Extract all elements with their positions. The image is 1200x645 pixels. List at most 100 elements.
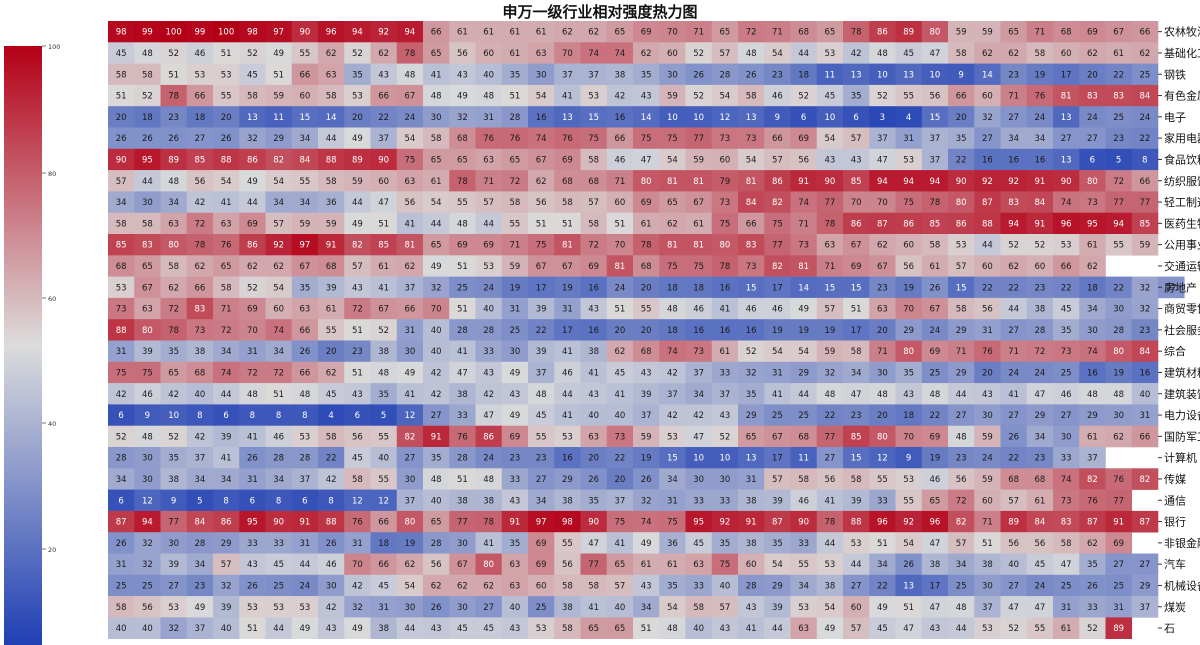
cell-value-label: 51 <box>614 305 625 315</box>
cell-value-label: 6 <box>118 411 123 421</box>
cell-value-label: 58 <box>562 581 573 591</box>
heatmap-cell <box>659 191 686 213</box>
cell-value-label: 41 <box>431 70 442 80</box>
heatmap-cell <box>134 212 161 235</box>
cell-value-label: 68 <box>798 28 809 38</box>
cell-value-label: 24 <box>1008 368 1019 378</box>
cell-value-label: 19 <box>929 454 940 464</box>
cell-value-label: 39 <box>851 496 862 506</box>
heatmap-cell <box>738 404 765 426</box>
heatmap-cell <box>580 234 608 256</box>
heatmap-cell <box>134 553 161 576</box>
heatmap-cell <box>738 234 765 256</box>
heatmap-cell <box>239 383 266 405</box>
cell-value-label: 25 <box>798 411 809 421</box>
cell-value-label: 30 <box>1061 432 1072 442</box>
cell-value-label: 27 <box>1113 560 1124 570</box>
cell-value-label: 59 <box>299 219 310 229</box>
heatmap-cell <box>1079 297 1106 320</box>
heatmap-cell <box>738 468 765 490</box>
cell-value-label: 47 <box>903 624 914 634</box>
cell-value-label: 13 <box>1061 113 1072 123</box>
heatmap-cell <box>843 212 870 235</box>
heatmap-cell <box>606 127 634 150</box>
heatmap-cell <box>580 255 608 277</box>
cell-value-label: 62 <box>168 283 179 293</box>
heatmap-cell <box>711 489 739 512</box>
cell-value-label: 70 <box>903 305 914 315</box>
cell-value-label: 29 <box>221 539 232 549</box>
heatmap-cell <box>580 340 608 363</box>
heatmap-cell <box>948 468 975 490</box>
cell-value-label: 26 <box>168 134 179 144</box>
cell-value-label: 83 <box>1008 198 1019 208</box>
heatmap-cell <box>1131 340 1159 363</box>
cell-value-label: 31 <box>299 539 310 549</box>
cell-value-label: 31 <box>1139 411 1150 421</box>
heatmap-cell <box>711 127 739 150</box>
heatmap-cell <box>580 106 608 128</box>
heatmap-cell <box>186 106 214 128</box>
heatmap-cell <box>1105 21 1133 43</box>
cell-value-label: 52 <box>719 432 730 442</box>
cell-value-label: 87 <box>982 198 993 208</box>
heatmap-cell <box>764 127 791 150</box>
cell-value-label: 54 <box>903 539 914 549</box>
cell-value-label: 34 <box>641 603 652 613</box>
heatmap-cell <box>685 574 713 597</box>
cell-value-label: 35 <box>903 368 914 378</box>
cell-value-label: 17 <box>772 283 783 293</box>
cell-value-label: 6 <box>250 496 255 506</box>
heatmap-cell <box>554 425 581 448</box>
cell-value-label: 70 <box>877 198 888 208</box>
heatmap-cell <box>790 553 818 576</box>
heatmap-cell <box>1000 596 1028 618</box>
cell-value-label: 78 <box>929 198 940 208</box>
cell-value-label: 97 <box>273 28 284 38</box>
cell-value-label: 72 <box>194 219 205 229</box>
cell-value-label: 61 <box>431 177 442 187</box>
heatmap-cell <box>501 319 529 341</box>
cell-value-label: 78 <box>168 92 179 102</box>
cell-value-label: 31 <box>404 326 415 336</box>
heatmap-cell <box>186 42 214 64</box>
cell-value-label: 75 <box>641 134 652 144</box>
cell-value-label: 51 <box>352 326 363 336</box>
cell-value-label: 27 <box>1139 560 1150 570</box>
heatmap-cell <box>659 234 686 256</box>
cell-value-label: 52 <box>1008 241 1019 251</box>
cell-value-label: 89 <box>168 155 179 165</box>
cell-value-label: 36 <box>326 198 337 208</box>
heatmap-cell <box>291 63 319 86</box>
cell-value-label: 23 <box>877 283 888 293</box>
cell-value-label: 56 <box>431 560 442 570</box>
heatmap-cell <box>186 532 214 554</box>
heatmap-cell <box>606 148 634 171</box>
cell-value-label: 32 <box>142 560 153 570</box>
heatmap-cell <box>711 191 739 213</box>
cell-value-label: 26 <box>326 539 337 549</box>
cell-value-label: 67 <box>378 305 389 315</box>
cell-value-label: 56 <box>1008 539 1019 549</box>
heatmap-cell <box>1105 361 1133 384</box>
heatmap-cell <box>134 21 161 43</box>
cell-value-label: 81 <box>693 177 704 187</box>
heatmap-cell <box>685 106 713 128</box>
heatmap-cell <box>580 191 608 213</box>
heatmap-cell <box>948 574 975 597</box>
heatmap-cell <box>948 191 975 213</box>
cell-value-label: 37 <box>929 134 940 144</box>
cell-value-label: 94 <box>929 177 940 187</box>
cell-value-label: 68 <box>562 177 573 187</box>
heatmap-cell <box>921 383 949 405</box>
heatmap-cell <box>213 319 240 341</box>
cell-value-label: 44 <box>772 624 783 634</box>
cell-value-label: 76 <box>221 241 232 251</box>
cell-value-label: 12 <box>142 496 153 506</box>
heatmap-cell <box>186 596 214 618</box>
cell-value-label: 34 <box>877 560 888 570</box>
heatmap-cell <box>843 21 870 43</box>
heatmap-cell <box>423 383 450 405</box>
cell-value-label: 72 <box>956 496 967 506</box>
heatmap-cell <box>344 234 371 256</box>
